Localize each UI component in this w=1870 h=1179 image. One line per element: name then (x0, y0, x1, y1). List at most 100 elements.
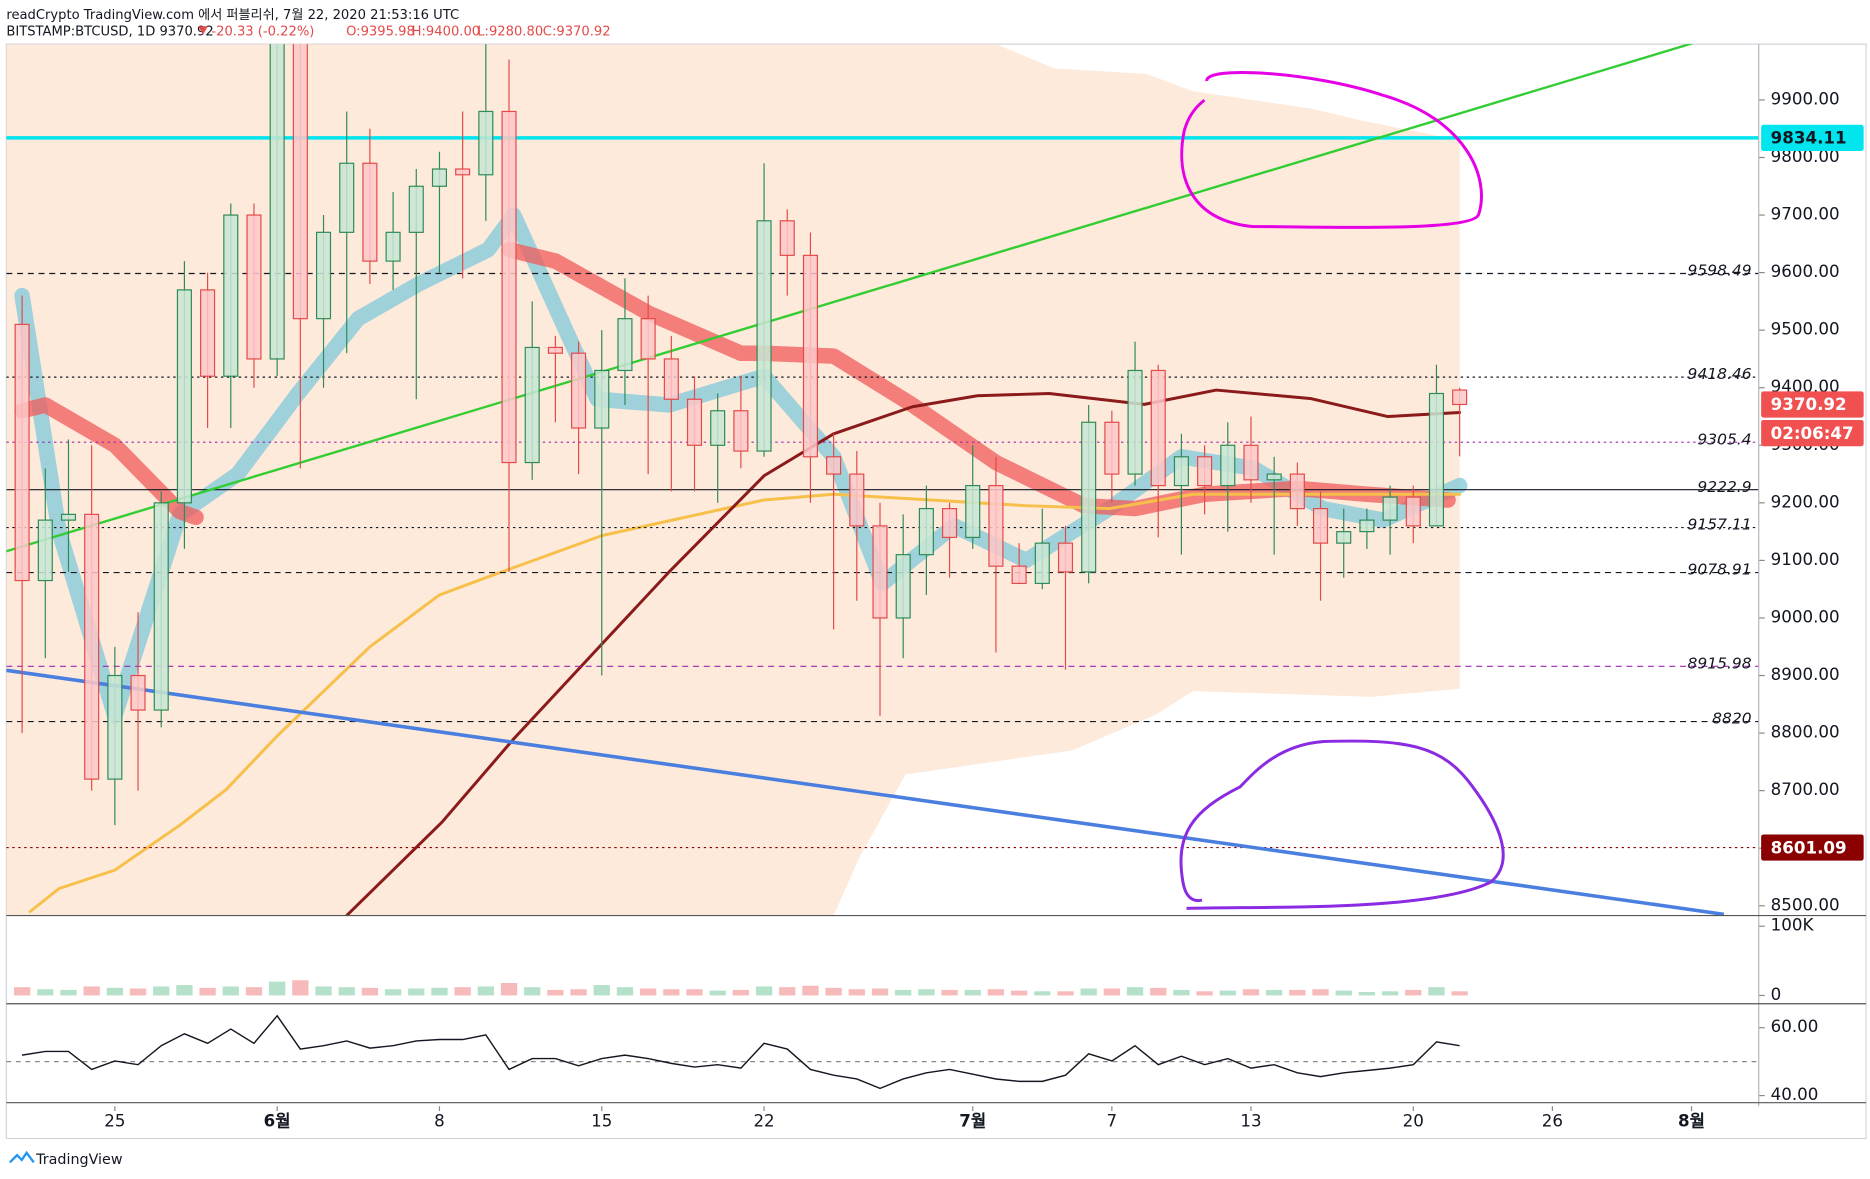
volume-bar (871, 988, 889, 996)
volume-bar (802, 985, 819, 996)
candle-body (1197, 456, 1213, 487)
candle-body (617, 318, 633, 372)
volume-bar (941, 989, 958, 996)
volume-bar (1126, 987, 1144, 996)
level-label: 9157.11 (1688, 516, 1752, 534)
volume-bar (1057, 991, 1074, 996)
x-tick-label: 26 (1542, 1111, 1563, 1130)
volume-bar (732, 989, 750, 996)
volume-bar (454, 987, 471, 996)
candle-body (942, 508, 958, 538)
candle-body (84, 513, 100, 780)
volume-bar (269, 981, 286, 996)
ohlc-value: L:9280.80 (477, 25, 543, 40)
y-tick-label: 9500.00 (1771, 320, 1840, 339)
volume-bar (1381, 991, 1399, 996)
countdown-tag (1761, 419, 1864, 447)
candle-body (571, 352, 587, 429)
candle-body (686, 398, 703, 446)
candle-body (524, 346, 540, 464)
symbol: BITSTAMP:BTCUSD, 1D 9370.92 (6, 25, 213, 40)
x-tick-label: 8 (434, 1111, 445, 1130)
y-tick-label: 9900.00 (1771, 89, 1840, 108)
volume-bar (1335, 990, 1352, 996)
change-arrow (198, 26, 208, 35)
volume-bar (292, 980, 309, 996)
x-tick-label: 7 (1107, 1111, 1118, 1130)
candle-body (895, 554, 911, 619)
candle-body (802, 254, 818, 458)
candle-body (663, 358, 679, 400)
candle-body (130, 674, 146, 711)
trendline (6, 44, 1694, 553)
candle-body (1104, 421, 1120, 475)
volume-bar (361, 987, 379, 996)
candle-body (756, 220, 772, 452)
candle-body (1173, 456, 1189, 487)
volume-bar (315, 986, 332, 996)
candle-body (408, 185, 424, 233)
volume-bar (500, 982, 518, 996)
volume-bar (176, 985, 193, 996)
volume-bar (83, 986, 100, 996)
volume-bar (1242, 989, 1260, 996)
volume-bar (1428, 987, 1445, 996)
volume-bar (1150, 987, 1167, 996)
candle-body (14, 323, 30, 582)
volume-bar (1451, 991, 1468, 996)
countdown: 02:06:47 (1771, 424, 1854, 443)
y-tick-label: 8900.00 (1771, 665, 1840, 684)
volume-bar (987, 989, 1005, 996)
price-tag (1761, 834, 1864, 861)
change: -20.33 (-0.22%) (211, 25, 314, 40)
volume-bar (547, 989, 564, 996)
candle-body (339, 162, 355, 233)
level-label: 8915.98 (1688, 654, 1752, 672)
ohlc-value: O:9395.98 (346, 25, 415, 40)
rsi-tick-label: 60.00 (1771, 1017, 1819, 1036)
ohlc-value: H:9400.00 (412, 25, 481, 40)
x-tick-label: 20 (1403, 1111, 1424, 1130)
candle-body (918, 508, 934, 556)
candle-body (501, 110, 517, 464)
candle-body (1081, 421, 1097, 573)
volume-bar (431, 987, 448, 996)
candle-body (779, 220, 795, 256)
volume-bar (1219, 990, 1236, 996)
candle-body (1428, 392, 1445, 527)
candle-body (246, 214, 262, 360)
price-tag-label: 8601.09 (1771, 838, 1847, 857)
candle-body (362, 162, 378, 262)
brand-logo (9, 1150, 35, 1164)
candle-body (1266, 473, 1282, 481)
candle-body (1336, 531, 1352, 544)
level-label: 9598.49 (1688, 262, 1752, 280)
volume-bar (779, 987, 796, 996)
level-label: 9222.9 (1697, 478, 1751, 496)
candle-body (1405, 496, 1421, 527)
volume-bar (60, 989, 77, 996)
volume-bar (199, 987, 216, 996)
x-tick-label: 15 (591, 1111, 612, 1130)
x-tick-label: 25 (104, 1111, 125, 1130)
ohlc-value: C:9370.92 (543, 25, 611, 40)
candle-body (710, 410, 726, 446)
volume-bar (37, 989, 54, 996)
volume-bar (1103, 988, 1121, 996)
candle-body (292, 44, 308, 320)
trendline (6, 668, 1725, 916)
overlay: O:9395.98H:9400.00L:9280.80 C:9370.92 8500… (6, 25, 1864, 1130)
candle-body (547, 346, 563, 354)
candle-body (478, 110, 494, 176)
volume-bar (384, 989, 402, 996)
volume-bar (848, 989, 865, 996)
candle-body (733, 410, 749, 452)
volume-bar (639, 988, 657, 996)
price-tag (1761, 124, 1864, 151)
volume-bar (477, 986, 494, 996)
volume-bar (153, 986, 170, 996)
candle-body (37, 519, 53, 582)
candle-body (223, 214, 239, 377)
